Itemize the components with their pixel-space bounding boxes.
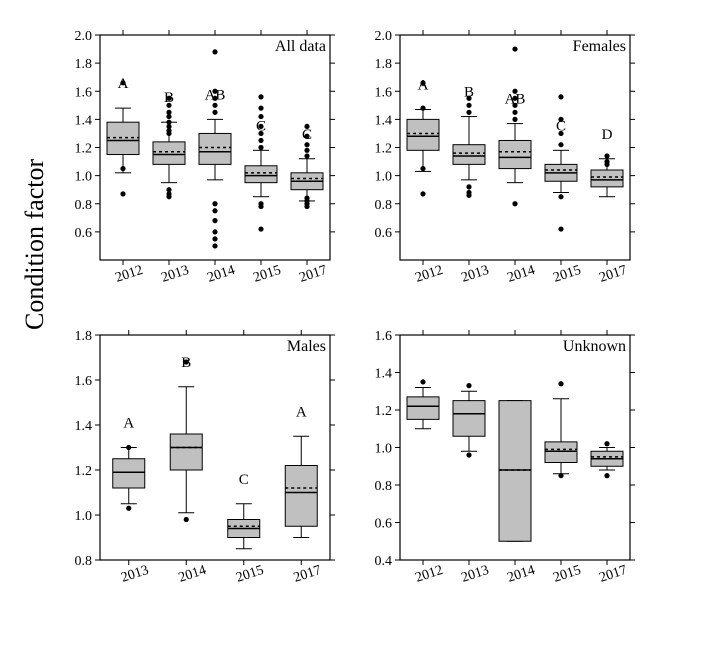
svg-text:1.0: 1.0 bbox=[75, 170, 93, 185]
svg-text:B: B bbox=[164, 90, 174, 106]
svg-text:2014: 2014 bbox=[206, 263, 237, 286]
svg-text:1.6: 1.6 bbox=[375, 85, 393, 100]
svg-text:C: C bbox=[239, 472, 249, 488]
svg-text:1.4: 1.4 bbox=[75, 419, 93, 434]
svg-text:2013: 2013 bbox=[119, 563, 150, 586]
svg-text:2013: 2013 bbox=[160, 263, 191, 286]
svg-text:0.8: 0.8 bbox=[375, 479, 393, 494]
svg-text:2013: 2013 bbox=[460, 563, 491, 586]
svg-text:AB: AB bbox=[205, 87, 226, 103]
svg-text:1.6: 1.6 bbox=[375, 329, 393, 344]
svg-text:2012: 2012 bbox=[414, 263, 445, 286]
svg-text:1.2: 1.2 bbox=[75, 464, 93, 479]
svg-text:2012: 2012 bbox=[414, 563, 445, 586]
panel-grid: 0.6 0.8 1.0 1.2 1.4 1.6 1.8 2.0 2012 2013 2014 2015… bbox=[50, 20, 640, 610]
svg-text:1.4: 1.4 bbox=[75, 113, 93, 128]
svg-text:A: A bbox=[418, 78, 429, 94]
svg-text:C: C bbox=[302, 127, 312, 143]
svg-text:1.2: 1.2 bbox=[375, 142, 393, 157]
svg-text:2015: 2015 bbox=[552, 563, 583, 586]
panel-all-data: 0.6 0.8 1.0 1.2 1.4 1.6 1.8 2.0 2012 2013 2014 2015… bbox=[50, 20, 340, 310]
svg-text:A: A bbox=[296, 404, 307, 420]
panel-males: 0.8 1.0 1.2 1.4 1.6 1.8 2013 2014 2015 2017 Males A… bbox=[50, 320, 340, 610]
svg-text:1.8: 1.8 bbox=[75, 329, 93, 344]
svg-text:2015: 2015 bbox=[252, 263, 283, 286]
svg-text:1.6: 1.6 bbox=[75, 85, 93, 100]
svg-text:0.6: 0.6 bbox=[375, 226, 393, 241]
svg-text:0.4: 0.4 bbox=[375, 554, 393, 569]
svg-text:1.4: 1.4 bbox=[375, 367, 393, 382]
svg-text:1.4: 1.4 bbox=[375, 113, 393, 128]
svg-text:Males: Males bbox=[287, 338, 326, 355]
svg-text:D: D bbox=[602, 127, 613, 143]
panel-females: 0.6 0.8 1.0 1.2 1.4 1.6 1.8 2.0 2012 2013 2014 2015… bbox=[350, 20, 640, 310]
svg-text:2.0: 2.0 bbox=[375, 29, 393, 44]
svg-text:A: A bbox=[123, 416, 134, 432]
svg-text:2015: 2015 bbox=[552, 263, 583, 286]
svg-text:2.0: 2.0 bbox=[75, 29, 93, 44]
svg-text:2014: 2014 bbox=[506, 263, 537, 286]
svg-text:C: C bbox=[556, 118, 566, 134]
svg-text:2017: 2017 bbox=[292, 563, 323, 586]
svg-text:Females: Females bbox=[573, 38, 626, 55]
svg-text:2012: 2012 bbox=[114, 263, 145, 286]
svg-text:C: C bbox=[256, 118, 266, 134]
svg-text:0.8: 0.8 bbox=[75, 198, 93, 213]
svg-text:0.8: 0.8 bbox=[75, 554, 93, 569]
panel-unknown: 0.4 0.6 0.8 1.0 1.2 1.4 1.6 2012 2013 2014 2015 201… bbox=[350, 320, 640, 610]
svg-text:1.6: 1.6 bbox=[75, 374, 93, 389]
svg-text:2015: 2015 bbox=[234, 563, 265, 586]
svg-text:1.2: 1.2 bbox=[375, 404, 393, 419]
svg-text:1.8: 1.8 bbox=[375, 57, 393, 72]
svg-text:B: B bbox=[181, 355, 191, 371]
svg-text:2014: 2014 bbox=[177, 563, 208, 586]
y-axis-label: Condition factor bbox=[20, 300, 50, 330]
svg-text:0.8: 0.8 bbox=[375, 198, 393, 213]
svg-text:All data: All data bbox=[275, 38, 326, 55]
svg-text:A: A bbox=[118, 76, 129, 92]
svg-text:2014: 2014 bbox=[506, 563, 537, 586]
svg-text:Unknown: Unknown bbox=[563, 338, 626, 355]
svg-text:1.8: 1.8 bbox=[75, 57, 93, 72]
figure-container: Condition factor 0.6 0.8 1.0 1.2 1.4 1.6 1.8 2.… bbox=[20, 20, 691, 610]
svg-text:1.0: 1.0 bbox=[75, 509, 93, 524]
svg-text:0.6: 0.6 bbox=[375, 517, 393, 532]
svg-text:B: B bbox=[464, 85, 474, 101]
svg-text:2013: 2013 bbox=[460, 263, 491, 286]
svg-text:2017: 2017 bbox=[598, 263, 629, 286]
svg-text:2017: 2017 bbox=[298, 263, 329, 286]
svg-text:1.0: 1.0 bbox=[375, 442, 393, 457]
svg-text:0.6: 0.6 bbox=[75, 226, 93, 241]
svg-text:2017: 2017 bbox=[598, 563, 629, 586]
svg-text:AB: AB bbox=[505, 92, 526, 108]
svg-text:1.2: 1.2 bbox=[75, 142, 93, 157]
svg-text:1.0: 1.0 bbox=[375, 170, 393, 185]
